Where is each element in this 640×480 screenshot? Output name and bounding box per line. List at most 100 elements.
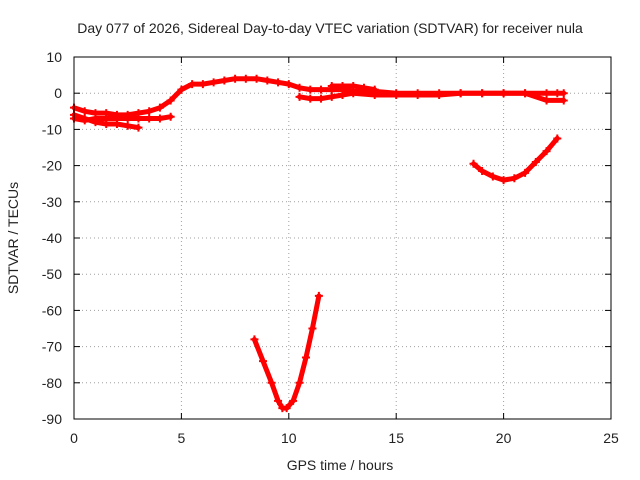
series-line-arc-evening <box>471 135 560 183</box>
point-track-c-9 <box>166 112 175 121</box>
point-track-d-13 <box>521 89 530 98</box>
point-arc-evening-6 <box>531 157 540 166</box>
point-track-c-7 <box>145 114 154 123</box>
grid-lines <box>73 56 612 420</box>
point-arc-morning-3 <box>274 396 283 405</box>
point-track-c-4 <box>112 114 121 123</box>
y-tick-label--10: -10 <box>42 121 62 137</box>
series-layer <box>70 74 568 413</box>
point-track-d-8 <box>413 91 422 100</box>
point-arc-evening-4 <box>510 174 519 183</box>
series-arc-evening <box>469 134 562 185</box>
point-track-e-4 <box>370 85 379 94</box>
series-line-arc-morning <box>251 293 322 411</box>
point-track-d-3 <box>327 92 336 101</box>
point-track-d-14 <box>542 96 551 105</box>
point-track-b-6 <box>134 123 143 132</box>
x-tick-label-20: 20 <box>496 430 512 446</box>
y-tick-labels: 10 0 -10 -20 -30 -40 -50 -60 -70 -80 -90 <box>42 49 62 427</box>
point-track-a-20 <box>284 80 293 89</box>
y-tick-label-10: 10 <box>46 49 62 65</box>
point-track-a-21 <box>295 83 304 92</box>
plot-frame <box>73 56 612 420</box>
point-arc-evening-8 <box>553 134 562 143</box>
point-track-c-5 <box>123 114 132 123</box>
point-track-a-18 <box>263 76 272 85</box>
y-tick-label--40: -40 <box>42 230 62 246</box>
point-track-a-1 <box>80 107 89 116</box>
y-tick-label--90: -90 <box>42 411 62 427</box>
point-arc-morning-0 <box>250 335 259 344</box>
point-track-d-12 <box>499 89 508 98</box>
series-line-track-d <box>297 90 567 103</box>
point-track-a-14 <box>220 76 229 85</box>
point-track-d-9 <box>435 91 444 100</box>
point-track-a-12 <box>198 80 207 89</box>
y-tick-label--60: -60 <box>42 302 62 318</box>
point-track-c-3 <box>102 114 111 123</box>
point-track-a-16 <box>241 74 250 83</box>
point-track-d-2 <box>317 94 326 103</box>
point-track-d-0 <box>295 92 304 101</box>
series-track-e <box>327 81 379 94</box>
point-track-d-11 <box>478 89 487 98</box>
series-track-d <box>295 89 568 105</box>
y-tick-label--30: -30 <box>42 194 62 210</box>
point-arc-evening-5 <box>521 168 530 177</box>
point-track-a-23 <box>317 85 326 94</box>
point-track-d-7 <box>392 91 401 100</box>
x-tick-label-5: 5 <box>178 430 186 446</box>
point-arc-evening-0 <box>469 159 478 168</box>
point-arc-morning-10 <box>314 291 323 300</box>
point-arc-morning-6 <box>289 396 298 405</box>
point-track-a-15 <box>231 74 240 83</box>
x-axis-label: GPS time / hours <box>287 457 394 473</box>
point-track-a-37 <box>559 89 568 98</box>
point-track-c-8 <box>155 114 164 123</box>
point-track-d-15 <box>559 96 568 105</box>
y-axis-label: SDTVAR / TECUs <box>5 182 21 294</box>
point-arc-morning-9 <box>308 324 317 333</box>
point-track-b-5 <box>123 121 132 130</box>
point-track-d-5 <box>349 89 358 98</box>
point-arc-evening-1 <box>478 167 487 176</box>
point-arc-morning-5 <box>282 404 291 413</box>
series-arc-morning <box>250 291 323 413</box>
point-arc-evening-7 <box>542 147 551 156</box>
point-track-d-10 <box>456 89 465 98</box>
y-tick-label--50: -50 <box>42 266 62 282</box>
point-track-e-0 <box>327 81 336 90</box>
point-track-a-17 <box>252 74 261 83</box>
point-track-e-1 <box>338 81 347 90</box>
point-arc-evening-3 <box>499 176 508 185</box>
point-arc-morning-7 <box>295 378 304 387</box>
y-tick-label--20: -20 <box>42 158 62 174</box>
x-tick-label-25: 25 <box>603 430 619 446</box>
series-track-c <box>70 112 175 125</box>
x-tick-label-15: 15 <box>388 430 404 446</box>
point-track-a-35 <box>542 89 551 98</box>
point-track-d-4 <box>338 91 347 100</box>
point-arc-morning-8 <box>301 353 310 362</box>
point-track-e-3 <box>359 83 368 92</box>
point-track-a-10 <box>177 85 186 94</box>
point-arc-evening-2 <box>488 172 497 181</box>
x-tick-labels: 0 5 10 15 20 25 <box>70 430 619 446</box>
point-track-c-2 <box>91 114 100 123</box>
y-tick-label--70: -70 <box>42 339 62 355</box>
chart-title: Day 077 of 2026, Sidereal Day-to-day VTE… <box>77 20 583 36</box>
y-tick-label-0: 0 <box>54 85 62 101</box>
point-track-e-2 <box>349 81 358 90</box>
point-track-a-11 <box>188 80 197 89</box>
point-track-a-13 <box>209 78 218 87</box>
x-tick-label-10: 10 <box>281 430 297 446</box>
point-track-c-1 <box>80 116 89 125</box>
x-tick-label-0: 0 <box>70 430 78 446</box>
point-track-a-7 <box>145 107 154 116</box>
series-line-track-c <box>71 114 174 123</box>
point-track-d-1 <box>306 94 315 103</box>
point-track-c-6 <box>134 114 143 123</box>
point-track-a-19 <box>274 78 283 87</box>
point-track-a-8 <box>155 103 164 112</box>
